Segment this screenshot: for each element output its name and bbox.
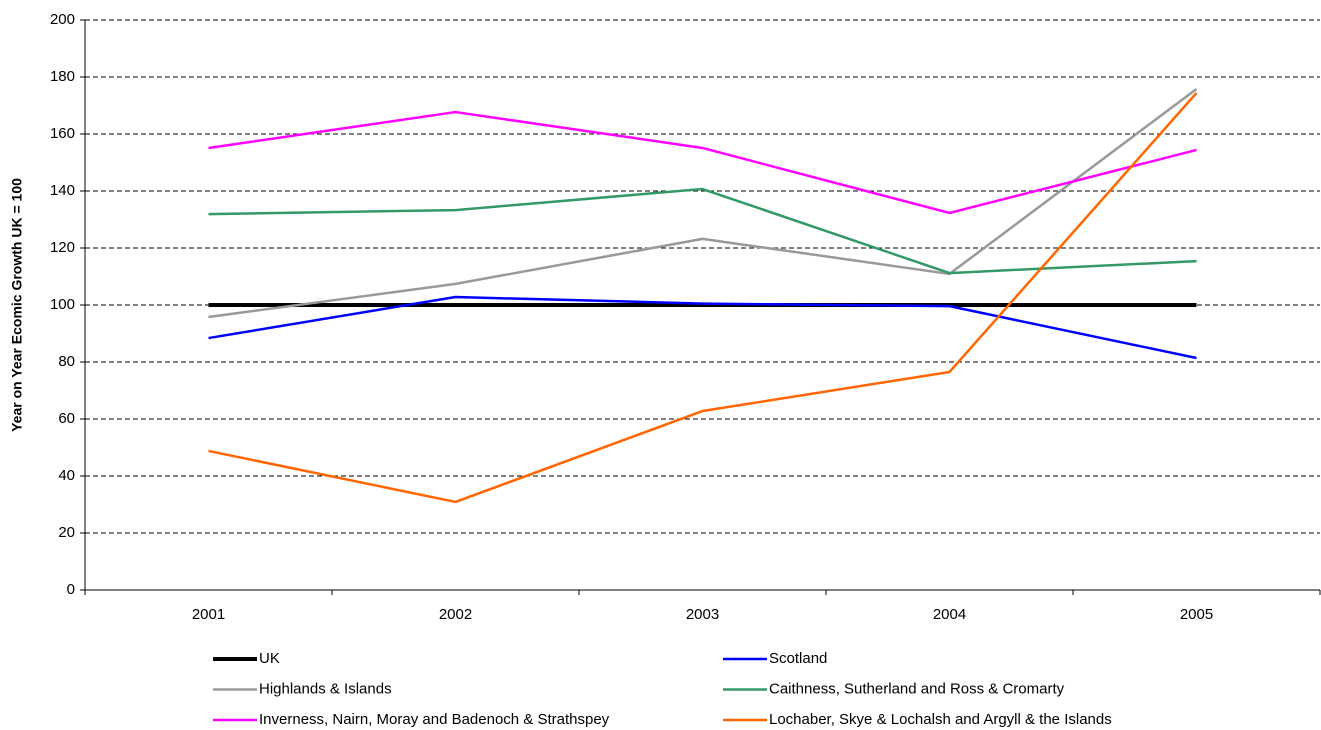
y-tick-label: 200 — [50, 11, 75, 28]
y-tick-label: 120 — [50, 239, 75, 256]
legend-label: Lochaber, Skye & Lochalsh and Argyll & t… — [769, 711, 1112, 728]
y-tick-label: 80 — [58, 353, 75, 370]
legend-label: Inverness, Nairn, Moray and Badenoch & S… — [259, 711, 610, 728]
y-tick-label: 100 — [50, 296, 75, 313]
y-tick-label: 180 — [50, 68, 75, 85]
legend-label: UK — [259, 650, 280, 667]
x-tick-label: 2003 — [686, 606, 719, 623]
x-tick-label: 2004 — [933, 606, 966, 623]
x-tick-label: 2005 — [1180, 606, 1213, 623]
y-tick-label: 160 — [50, 125, 75, 142]
y-tick-label: 0 — [67, 581, 75, 598]
y-axis-label: Year on Year Ecomic Growth UK = 100 — [9, 178, 25, 432]
y-tick-label: 140 — [50, 182, 75, 199]
x-tick-label: 2001 — [192, 606, 225, 623]
series-line — [208, 110, 1197, 215]
series-line — [208, 295, 1197, 360]
series-line — [208, 92, 1198, 504]
y-tick-label: 40 — [58, 467, 75, 484]
series-line — [208, 187, 1197, 275]
legend-label: Highlands & Islands — [259, 680, 392, 697]
y-tick-label: 20 — [58, 524, 75, 541]
x-tick-label: 2002 — [439, 606, 472, 623]
series-line — [208, 87, 1198, 319]
y-tick-label: 60 — [58, 410, 75, 427]
legend-label: Caithness, Sutherland and Ross & Cromart… — [769, 680, 1065, 697]
legend-label: Scotland — [769, 650, 827, 667]
